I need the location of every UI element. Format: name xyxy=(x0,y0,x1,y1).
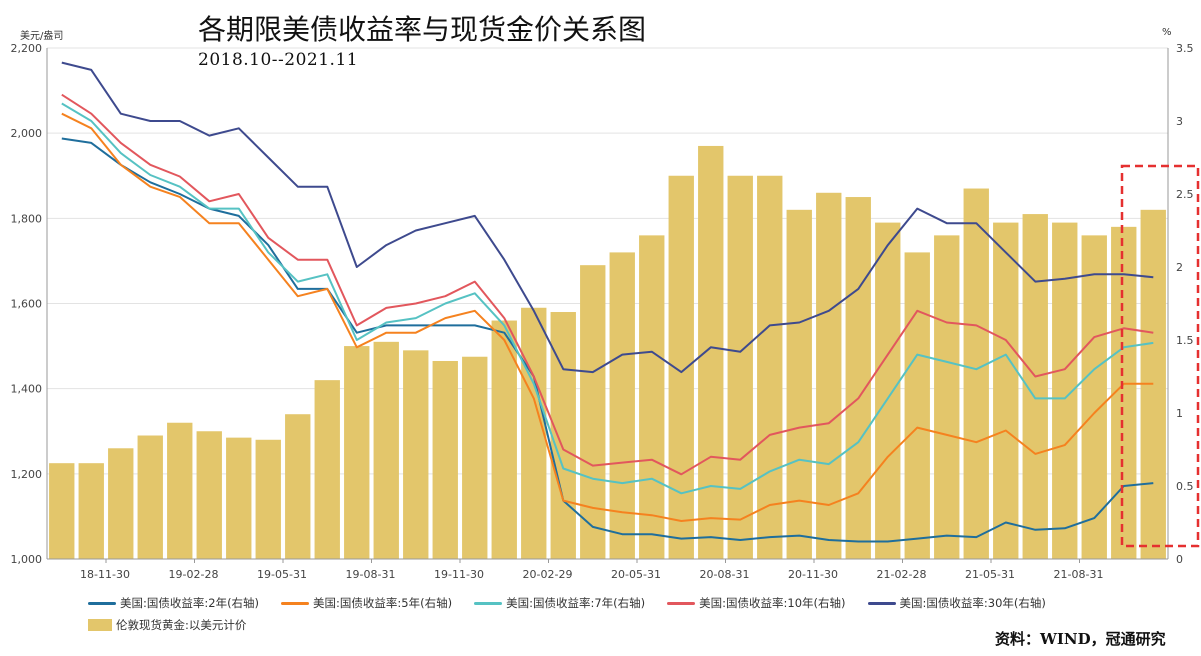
right-tick-label: 2 xyxy=(1176,261,1183,274)
x-tick-label: 21-08-31 xyxy=(1054,568,1104,581)
gold-bar xyxy=(934,235,960,559)
gold-bar xyxy=(314,380,340,559)
legend-label-5y: 美国:国债收益率:5年(右轴) xyxy=(313,596,453,610)
gold-bar xyxy=(108,448,134,559)
left-tick-label: 2,000 xyxy=(11,127,43,140)
chart-title: 各期限美债收益率与现货金价关系图 xyxy=(198,13,647,46)
left-tick-label: 1,600 xyxy=(11,298,43,311)
right-tick-label: 0 xyxy=(1176,553,1183,566)
gold-bar xyxy=(226,437,252,559)
series-line-y30 xyxy=(61,61,1154,374)
gold-bar xyxy=(609,252,635,559)
gold-bar xyxy=(78,463,104,559)
x-tick-label: 19-08-31 xyxy=(346,568,396,581)
legend-label-10y: 美国:国债收益率:10年(右轴) xyxy=(699,596,846,610)
gold-bar xyxy=(285,414,311,559)
gold-bar xyxy=(255,439,281,559)
gold-bar xyxy=(904,252,930,559)
gold-bar xyxy=(491,320,517,559)
x-tick-label: 20-02-29 xyxy=(523,568,573,581)
series-line-y7 xyxy=(61,102,1154,495)
x-tick-label: 19-05-31 xyxy=(257,568,307,581)
series-line-y10 xyxy=(61,93,1154,476)
legend-item-2y: 美国:国债收益率:2年(右轴) xyxy=(88,595,259,611)
legend-swatch-gold xyxy=(88,619,112,631)
right-tick-label: 2.5 xyxy=(1176,188,1194,201)
gold-bar xyxy=(521,307,547,559)
gold-bar xyxy=(462,356,488,559)
source-note: 资料：WIND，冠通研究 xyxy=(995,630,1166,648)
legend-swatch-10y xyxy=(667,601,696,605)
gold-bar xyxy=(639,235,665,559)
gold-bar xyxy=(580,265,606,559)
x-tick-label: 21-05-31 xyxy=(965,568,1015,581)
right-tick-label: 1.5 xyxy=(1176,334,1194,347)
right-tick-label: 0.5 xyxy=(1176,480,1194,493)
right-tick-label: 3 xyxy=(1176,115,1183,128)
x-tick-label: 21-02-28 xyxy=(877,568,927,581)
chart-subtitle: 2018.10--2021.11 xyxy=(198,50,359,70)
left-tick-label: 2,200 xyxy=(11,42,43,55)
legend-label-2y: 美国:国债收益率:2年(右轴) xyxy=(120,596,260,610)
gold-bar xyxy=(49,463,75,559)
legend-item-gold: 伦敦现货黄金:以美元计价 xyxy=(88,617,246,633)
x-tick-label: 20-05-31 xyxy=(611,568,661,581)
series-line-y5 xyxy=(61,112,1154,522)
legend-item-5y: 美国:国债收益率:5年(右轴) xyxy=(281,595,452,611)
gold-bar xyxy=(845,197,871,559)
legend-item-10y: 美国:国债收益率:10年(右轴) xyxy=(667,595,846,611)
gold-bar xyxy=(786,209,812,560)
legend: 美国:国债收益率:2年(右轴) 美国:国债收益率:5年(右轴) 美国:国债收益率… xyxy=(88,592,1046,636)
legend-swatch-2y xyxy=(88,601,116,605)
legend-swatch-30y xyxy=(867,601,896,605)
yield-lines xyxy=(61,61,1154,543)
legend-swatch-5y xyxy=(281,601,310,605)
legend-label-7y: 美国:国债收益率:7年(右轴) xyxy=(506,596,646,610)
right-tick-label: 1 xyxy=(1176,407,1183,420)
right-axis-unit: % xyxy=(1162,27,1172,38)
gold-bar xyxy=(403,350,429,559)
legend-label-gold: 伦敦现货黄金:以美元计价 xyxy=(116,618,247,632)
gold-bar xyxy=(344,346,370,559)
gold-bar xyxy=(993,222,1019,559)
right-tick-label: 3.5 xyxy=(1176,42,1194,55)
gold-bar xyxy=(137,435,163,559)
x-tick-label: 19-11-30 xyxy=(434,568,484,581)
left-axis-unit: 美元/盎司 xyxy=(20,31,64,42)
x-tick-label: 20-11-30 xyxy=(788,568,838,581)
gold-bar xyxy=(196,431,222,559)
left-tick-label: 1,000 xyxy=(11,553,43,566)
gold-bar xyxy=(373,341,399,559)
gold-bar xyxy=(727,175,753,559)
series-line-y2 xyxy=(61,137,1154,543)
gold-bar xyxy=(757,175,783,559)
gold-bar xyxy=(550,312,576,559)
gold-bar xyxy=(698,145,724,560)
left-tick-label: 1,200 xyxy=(11,468,43,481)
legend-item-7y: 美国:国债收益率:7年(右轴) xyxy=(474,595,645,611)
legend-label-30y: 美国:国债收益率:30年(右轴) xyxy=(899,596,1046,610)
gold-bar xyxy=(668,175,694,559)
left-tick-label: 1,400 xyxy=(11,383,43,396)
gold-bar xyxy=(816,192,842,560)
legend-swatch-7y xyxy=(474,601,503,605)
left-tick-label: 1,800 xyxy=(11,212,43,225)
x-tick-label: 19-02-28 xyxy=(169,568,219,581)
gold-bar xyxy=(963,188,989,559)
gold-bar xyxy=(875,222,901,559)
gold-bar xyxy=(1081,235,1107,559)
x-tick-label: 18-11-30 xyxy=(80,568,130,581)
gold-bar xyxy=(432,360,458,559)
gold-bar xyxy=(167,422,193,559)
axes: 1,000 1,200 1,400 1,600 1,800 2,000 2,200 0 0.5 1… xyxy=(11,42,1194,581)
x-tick-label: 20-08-31 xyxy=(700,568,750,581)
highlight-box xyxy=(1120,164,1200,548)
legend-item-30y: 美国:国债收益率:30年(右轴) xyxy=(867,595,1046,611)
